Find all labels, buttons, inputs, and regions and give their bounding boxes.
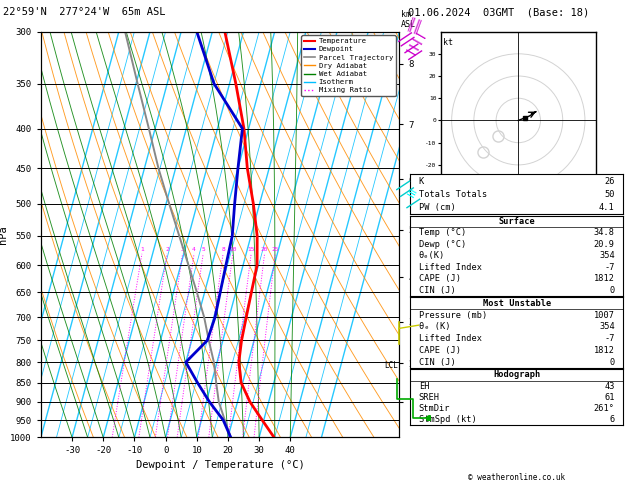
Text: 34.8: 34.8	[594, 228, 615, 238]
Text: ||||: ||||	[404, 27, 427, 56]
Text: 354: 354	[599, 322, 615, 331]
Text: K: K	[419, 176, 424, 186]
Y-axis label: hPa: hPa	[0, 225, 8, 244]
Text: ≡: ≡	[403, 186, 418, 203]
Text: 354: 354	[599, 251, 615, 260]
Text: 1: 1	[140, 247, 144, 252]
Text: Lifted Index: Lifted Index	[419, 263, 482, 272]
Text: 25: 25	[272, 247, 279, 252]
Text: km
ASL: km ASL	[401, 11, 416, 29]
Text: PW (cm): PW (cm)	[419, 203, 455, 212]
Text: kt: kt	[443, 38, 453, 47]
Text: 01.06.2024  03GMT  (Base: 18): 01.06.2024 03GMT (Base: 18)	[408, 7, 589, 17]
Text: ║║: ║║	[404, 17, 424, 36]
Text: 5: 5	[201, 247, 205, 252]
Text: CAPE (J): CAPE (J)	[419, 346, 460, 355]
Text: θₑ(K): θₑ(K)	[419, 251, 445, 260]
Text: 261°: 261°	[594, 404, 615, 413]
Legend: Temperature, Dewpoint, Parcel Trajectory, Dry Adiabat, Wet Adiabat, Isotherm, Mi: Temperature, Dewpoint, Parcel Trajectory…	[301, 35, 396, 96]
Text: 4: 4	[192, 247, 196, 252]
Text: 0: 0	[610, 286, 615, 295]
Text: Surface: Surface	[498, 217, 535, 226]
Text: © weatheronline.co.uk: © weatheronline.co.uk	[468, 473, 565, 482]
Text: -7: -7	[604, 334, 615, 343]
Text: Hodograph: Hodograph	[493, 370, 540, 380]
Text: 1812: 1812	[594, 346, 615, 355]
Text: 3: 3	[181, 247, 184, 252]
Text: Dewp (°C): Dewp (°C)	[419, 240, 466, 249]
Text: 43: 43	[604, 382, 615, 391]
Text: StmSpd (kt): StmSpd (kt)	[419, 415, 476, 424]
Text: Temp (°C): Temp (°C)	[419, 228, 466, 238]
Text: CIN (J): CIN (J)	[419, 358, 455, 366]
Text: CAPE (J): CAPE (J)	[419, 274, 460, 283]
Text: Most Unstable: Most Unstable	[482, 299, 551, 308]
Text: 10: 10	[229, 247, 237, 252]
Text: 1007: 1007	[594, 311, 615, 320]
Text: 6: 6	[610, 415, 615, 424]
Text: 50: 50	[604, 190, 615, 199]
Text: -7: -7	[604, 263, 615, 272]
Text: Lifted Index: Lifted Index	[419, 334, 482, 343]
Text: 1812: 1812	[594, 274, 615, 283]
Text: θₑ (K): θₑ (K)	[419, 322, 450, 331]
Text: 20: 20	[261, 247, 269, 252]
Text: 4.1: 4.1	[599, 203, 615, 212]
Text: EH: EH	[419, 382, 429, 391]
Text: SREH: SREH	[419, 393, 440, 402]
Text: Pressure (mb): Pressure (mb)	[419, 311, 487, 320]
Text: 15: 15	[247, 247, 255, 252]
Text: Totals Totals: Totals Totals	[419, 190, 487, 199]
Text: 22°59'N  277°24'W  65m ASL: 22°59'N 277°24'W 65m ASL	[3, 7, 165, 17]
Text: 20.9: 20.9	[594, 240, 615, 249]
Text: StmDir: StmDir	[419, 404, 450, 413]
Text: 61: 61	[604, 393, 615, 402]
Text: CIN (J): CIN (J)	[419, 286, 455, 295]
Text: 2: 2	[165, 247, 169, 252]
X-axis label: Dewpoint / Temperature (°C): Dewpoint / Temperature (°C)	[136, 460, 304, 469]
Text: 26: 26	[604, 176, 615, 186]
Text: LCL: LCL	[384, 361, 399, 370]
Text: 0: 0	[610, 358, 615, 366]
Text: 8: 8	[221, 247, 225, 252]
